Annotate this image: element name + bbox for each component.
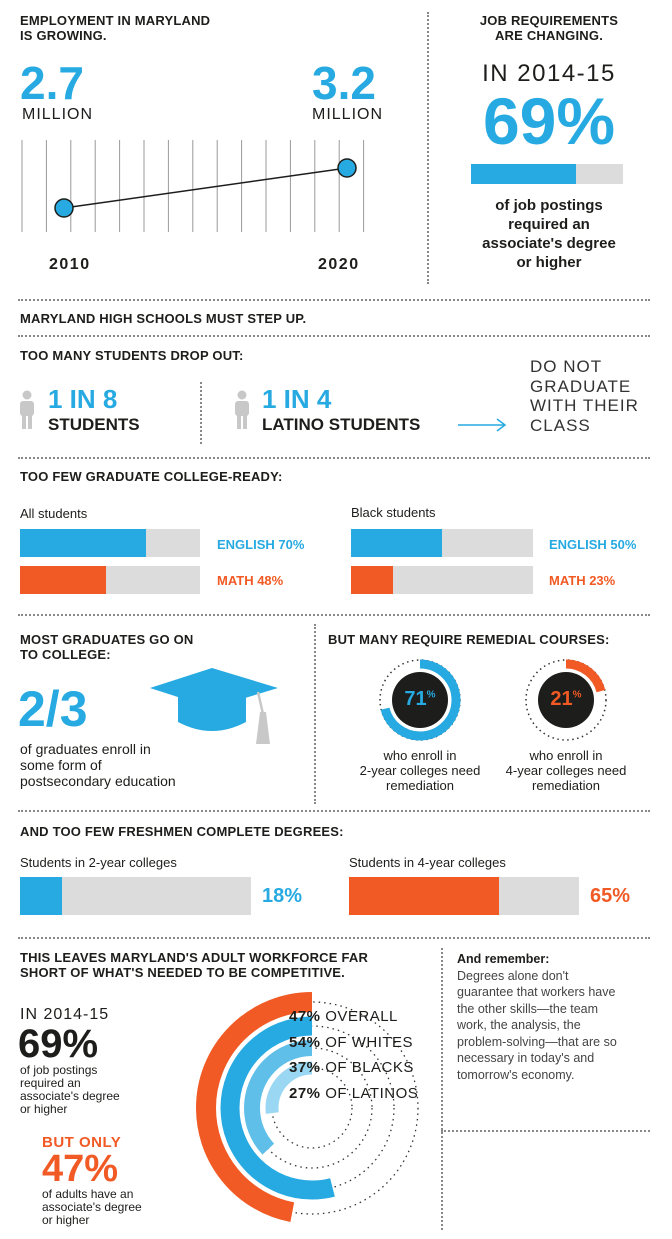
divider-6 [18,937,650,939]
all-math-bar [20,566,200,594]
black-math-bar [351,566,533,594]
black-math-bar-fill [351,566,393,594]
complete-4year-label: Students in 4-year colleges [349,855,506,870]
dropout-stat1-label: STUDENTS [48,415,140,434]
employment-title: EMPLOYMENT IN MARYLAND IS GROWING. [20,13,211,43]
dropout-stat2-label: LATINO STUDENTS [262,415,421,434]
ring-legend-overall: 47% OVERALL [289,1008,398,1025]
employment-year-2010: 2010 [49,256,91,273]
black-math-label: MATH 23% [549,573,616,588]
donut-track [525,659,607,741]
divider-2 [18,335,650,337]
person-icon [235,390,249,429]
workforce-title: THIS LEAVES MARYLAND'S ADULT WORKFORCE F… [20,950,369,980]
employment-point-2010 [54,198,74,218]
employment-point-2020 [337,158,357,178]
divider-7 [441,1130,650,1132]
employment-2020-unit: MILLION [312,106,384,123]
black-english-bar-fill [351,529,442,557]
all-english-label: ENGLISH 70% [217,537,305,552]
black-students-label: Black students [351,505,436,520]
workforce-description: of job postings required an associate's … [20,1063,120,1116]
complete-2year-bar [20,877,251,915]
workforce-adult-percent: 47% [42,1148,119,1190]
donut-center [538,672,594,728]
highschools-title: MARYLAND HIGH SCHOOLS MUST STEP UP. [20,311,307,326]
arrow-right-icon [458,418,507,432]
donut-center [392,672,448,728]
go-on-title: MOST GRADUATES GO ON TO COLLEGE: [20,632,194,662]
workforce-ring-legend: 47% OVERALL 54% OF WHITES 37% OF BLACKS … [289,1004,418,1106]
divider-5 [18,810,650,812]
workforce-but-only: BUT ONLY [42,1134,122,1151]
remedial-4year-percent: 21% [550,688,582,710]
requirements-title: JOB REQUIREMENTS ARE CHANGING. [479,13,619,43]
remedial-2year-percent: 71% [404,688,436,710]
person-icon [20,390,34,429]
go-on-description: of graduates enroll in some form of post… [20,741,176,789]
employment-year-ticks [21,140,365,232]
complete-title: AND TOO FEW FRESHMEN COMPLETE DEGREES: [20,824,344,839]
all-students-label: All students [20,506,88,521]
employment-2010-unit: MILLION [22,106,94,123]
ring-arc-3 [265,1061,359,1155]
ring-arc-2 [244,1040,380,1176]
requirements-percent: 69% [482,84,616,158]
employment-line-chart [21,140,365,232]
remedial-title: BUT MANY REQUIRE REMEDIAL COURSES: [328,632,610,647]
requirements-year: IN 2014-15 [482,60,616,87]
black-english-bar [351,529,533,557]
dropout-stat2-number: 1 IN 4 [262,384,332,414]
divider-4 [18,614,650,616]
complete-2year-percent: 18% [262,885,303,907]
donut-arc [379,659,461,741]
employment-year-2020: 2020 [318,256,360,273]
dropout-title: TOO MANY STUDENTS DROP OUT: [20,348,244,363]
divider-1 [18,299,650,301]
divider-vertical-2 [200,382,202,444]
donut-arc [525,659,607,741]
divider-vertical-4 [441,948,443,1230]
divider-3 [18,457,650,459]
complete-4year-bar-fill [349,877,499,915]
ring-legend-latinos: 27% OF LATINOS [289,1084,419,1102]
all-math-label: MATH 48% [217,573,284,588]
all-english-bar-fill [20,529,146,557]
go-on-fraction: 2/3 [18,681,88,737]
ring-legend-blacks: 37% OF BLACKS [289,1059,414,1076]
dropout-stat1-number: 1 IN 8 [48,384,118,414]
workforce-adult-description: of adults have an associate's degree or … [42,1187,142,1227]
remedial-4year-description: who enroll in 4-year colleges need remed… [505,748,627,793]
complete-4year-bar [349,877,579,915]
ring-arc-0 [196,992,428,1224]
ring-arc-1 [220,1016,404,1200]
remedial-2year-donut [379,659,461,741]
workforce-year: IN 2014-15 [20,1006,110,1023]
requirements-bar [471,164,623,184]
requirements-description: of job postings required an associate's … [482,197,616,271]
dropout-result: DO NOT GRADUATE WITH THEIR CLASS [530,357,639,435]
ring-track [205,1001,419,1215]
employment-trend-line [63,167,348,209]
workforce-percent: 69% [18,1022,99,1066]
divider-vertical-3 [314,624,316,804]
black-english-label: ENGLISH 50% [549,537,637,552]
remedial-2year-description: who enroll in 2-year colleges need remed… [359,748,481,793]
complete-4year-percent: 65% [590,885,631,907]
ring-legend-whites: 54% OF WHITES [289,1033,414,1051]
remedial-4year-donut [525,659,607,741]
all-english-bar [20,529,200,557]
workforce-ring-chart [196,992,428,1224]
all-math-bar-fill [20,566,107,594]
divider-vertical-1 [427,12,429,284]
remember-note: And remember: Degrees alone don't guaran… [457,952,617,1082]
employment-2020-value: 3.2 [312,57,376,109]
complete-2year-label: Students in 2-year colleges [20,855,177,870]
requirements-bar-fill [471,164,576,184]
employment-2010-value: 2.7 [20,57,84,109]
graduation-cap-icon [150,668,278,744]
college-ready-title: TOO FEW GRADUATE COLLEGE-READY: [20,469,283,484]
complete-2year-bar-fill [20,877,62,915]
